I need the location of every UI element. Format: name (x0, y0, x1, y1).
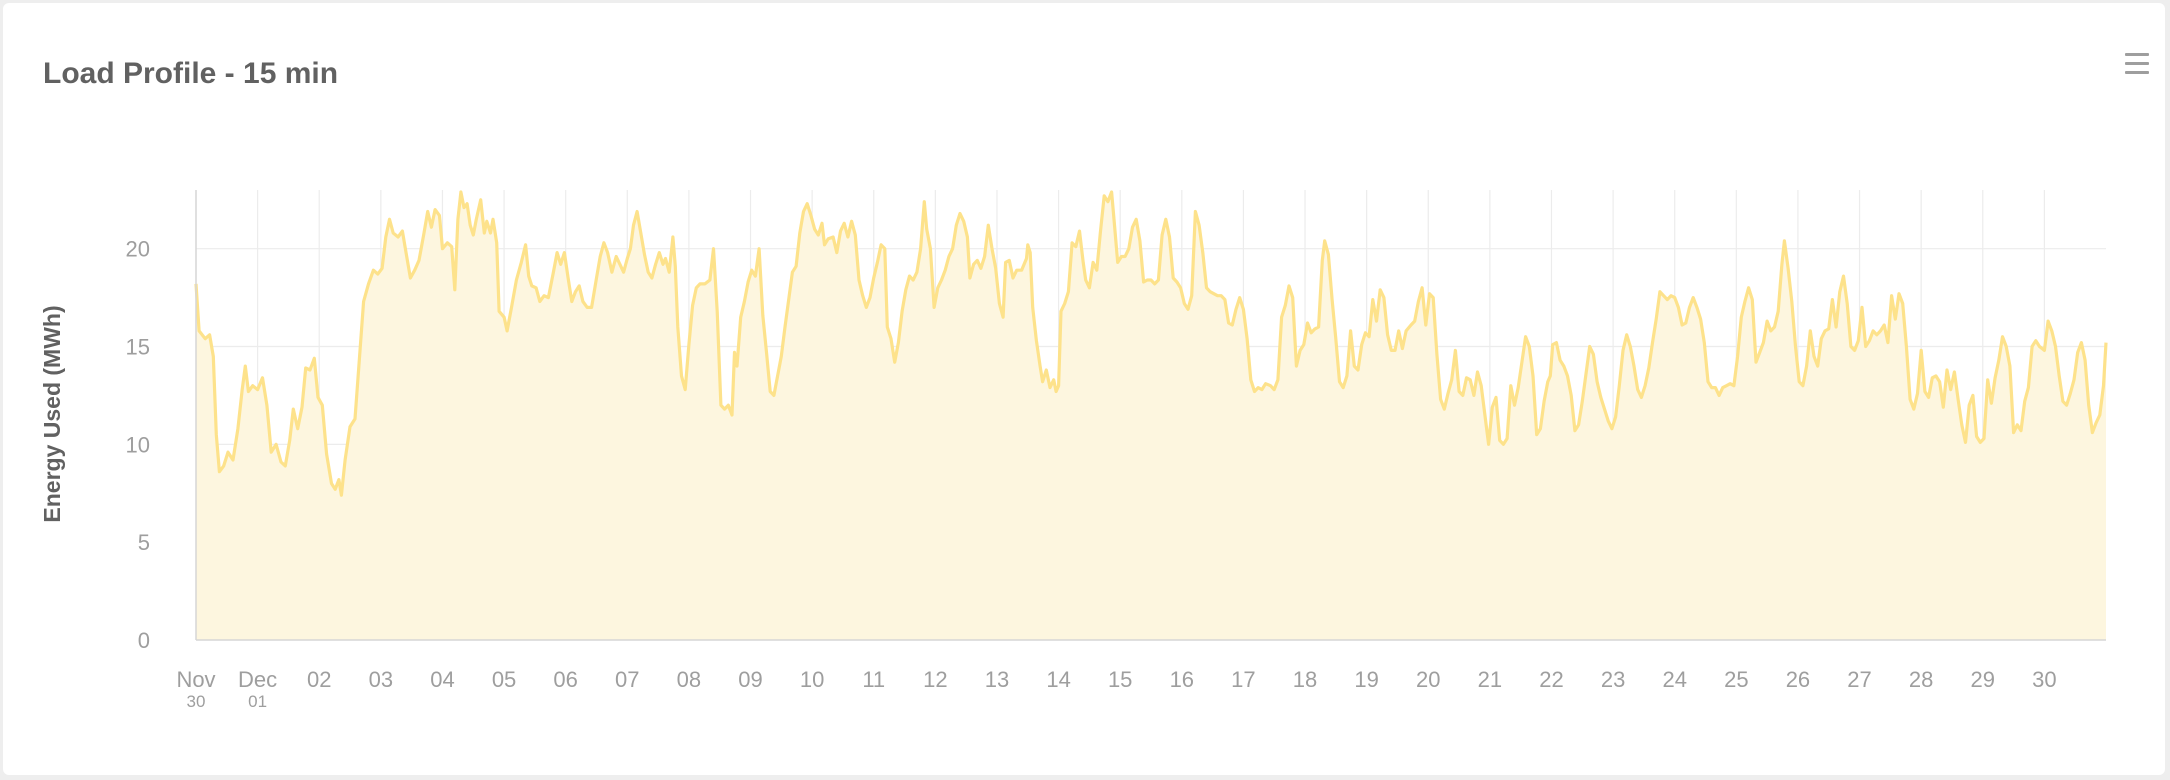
x-tick-label: 26 (1786, 667, 1810, 692)
y-tick-label: 15 (126, 335, 150, 360)
y-tick-label: 10 (126, 432, 150, 457)
x-tick-label: 20 (1416, 667, 1440, 692)
x-tick-label: 22 (1539, 667, 1563, 692)
x-tick-label: 03 (369, 667, 393, 692)
x-tick-label: Dec (238, 667, 277, 692)
series-area-fill (196, 192, 2106, 640)
x-tick-label: 29 (1971, 667, 1995, 692)
x-tick-sublabel: 30 (187, 692, 206, 711)
y-tick-label: 20 (126, 237, 150, 262)
x-tick-label: Nov (176, 667, 215, 692)
x-tick-label: 11 (862, 667, 885, 692)
x-tick-label: 10 (800, 667, 824, 692)
x-tick-label: 24 (1662, 667, 1686, 692)
y-tick-labels: 0 5 10 15 20 (126, 237, 150, 653)
x-tick-label: 09 (738, 667, 762, 692)
x-tick-label: 06 (553, 667, 577, 692)
x-tick-label: 21 (1478, 667, 1502, 692)
x-tick-sublabel: 01 (248, 692, 267, 711)
x-tick-label: 05 (492, 667, 516, 692)
x-tick-label: 14 (1046, 667, 1070, 692)
x-tick-label: 04 (430, 667, 454, 692)
x-tick-label: 15 (1108, 667, 1132, 692)
y-tick-label: 0 (138, 628, 150, 653)
x-tick-label: 23 (1601, 667, 1625, 692)
x-tick-label: 12 (923, 667, 947, 692)
y-tick-label: 5 (138, 530, 150, 555)
x-tick-label: 18 (1293, 667, 1317, 692)
x-tick-label: 25 (1724, 667, 1748, 692)
x-tick-label: 16 (1170, 667, 1194, 692)
area-layer (196, 192, 2106, 640)
x-tick-label: 13 (985, 667, 1009, 692)
x-tick-label: 02 (307, 667, 331, 692)
x-tick-label: 30 (2032, 667, 2056, 692)
x-tick-label: 19 (1354, 667, 1378, 692)
x-tick-label: 17 (1231, 667, 1255, 692)
x-tick-label: 07 (615, 667, 639, 692)
x-tick-label: 28 (1909, 667, 1933, 692)
x-tick-label: 08 (677, 667, 701, 692)
y-axis-label: Energy Used (MWh) (39, 305, 65, 522)
x-tick-label: 27 (1847, 667, 1871, 692)
